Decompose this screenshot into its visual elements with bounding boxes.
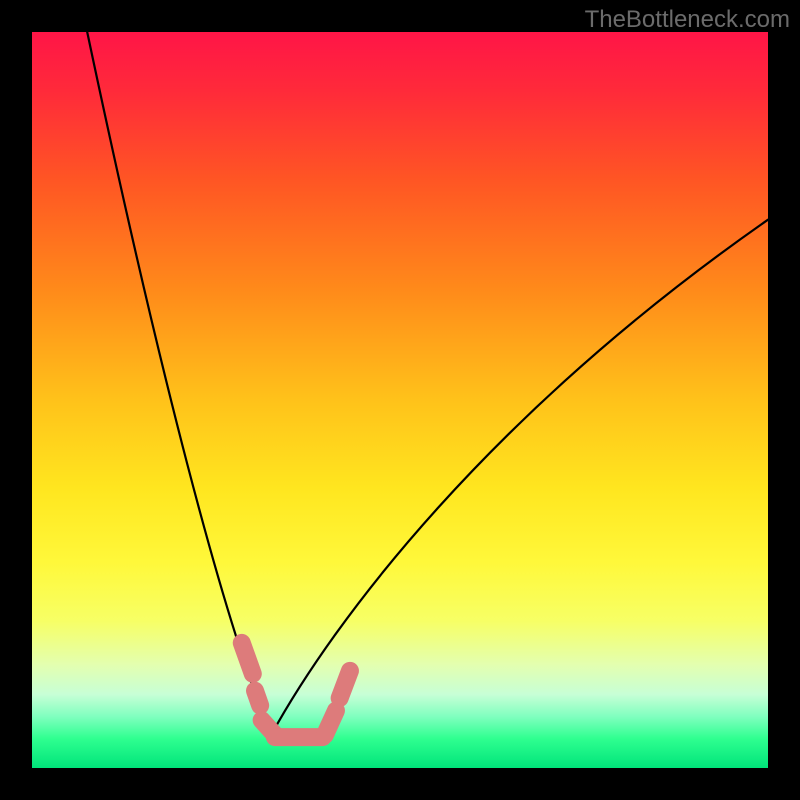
chart-svg (0, 0, 800, 800)
plot-background (32, 32, 768, 768)
highlight-segment (325, 711, 336, 735)
highlight-segment (340, 671, 350, 698)
chart-frame: TheBottleneck.com (0, 0, 800, 800)
watermark-text: TheBottleneck.com (585, 6, 790, 34)
highlight-segment (255, 691, 260, 706)
highlight-segment (242, 643, 253, 674)
